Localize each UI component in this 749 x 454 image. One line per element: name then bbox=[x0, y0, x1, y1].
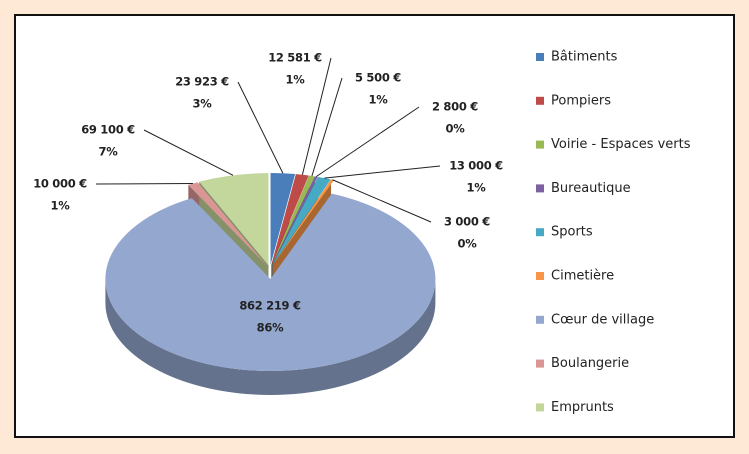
slice bbox=[270, 173, 296, 266]
legend-swatch bbox=[536, 315, 544, 324]
legend-label: Bureautique bbox=[551, 181, 631, 196]
legend-label: Boulangerie bbox=[551, 356, 629, 371]
data-label: 23 923 € bbox=[175, 75, 229, 89]
leader-line bbox=[332, 179, 432, 223]
legend-swatch bbox=[536, 228, 544, 237]
legend-label: Voirie - Espaces verts bbox=[551, 137, 691, 152]
slice-side bbox=[105, 278, 436, 395]
legend-swatch bbox=[536, 53, 544, 61]
percent-label: 86% bbox=[257, 321, 284, 335]
legend-swatch bbox=[536, 403, 544, 412]
slice bbox=[271, 174, 309, 266]
data-label: 10 000 € bbox=[33, 177, 87, 191]
data-label: 2 800 € bbox=[432, 100, 478, 114]
slice bbox=[188, 182, 267, 266]
legend-swatch bbox=[536, 140, 544, 149]
legend-label: Cœur de village bbox=[551, 312, 654, 327]
legend-label: Sports bbox=[551, 225, 593, 240]
leader-line bbox=[95, 182, 193, 185]
slice bbox=[105, 193, 436, 371]
data-label: 3 000 € bbox=[444, 215, 490, 229]
legend-swatch bbox=[536, 184, 544, 193]
legend-swatch bbox=[536, 272, 544, 280]
leader-line bbox=[324, 165, 441, 179]
data-label: 5 500 € bbox=[355, 71, 401, 85]
slice bbox=[272, 179, 334, 266]
legend-label: Pompiers bbox=[551, 93, 611, 108]
legend-label: Cimetière bbox=[551, 269, 614, 284]
data-label: 862 219 € bbox=[239, 299, 301, 313]
slice bbox=[271, 175, 315, 266]
percent-label: 1% bbox=[51, 199, 71, 213]
leader-line bbox=[143, 129, 234, 176]
percent-label: 1% bbox=[467, 181, 487, 195]
percent-label: 0% bbox=[458, 237, 478, 251]
legend-label: Emprunts bbox=[551, 400, 614, 415]
data-label: 12 581 € bbox=[268, 51, 322, 65]
data-label: 69 100 € bbox=[81, 123, 135, 137]
legend-swatch bbox=[536, 359, 544, 368]
leader-line bbox=[311, 77, 343, 177]
percent-label: 3% bbox=[193, 97, 213, 111]
data-label: 13 000 € bbox=[449, 159, 503, 173]
legend-label: Bâtiments bbox=[551, 50, 618, 65]
slice bbox=[199, 173, 269, 266]
percent-label: 7% bbox=[99, 145, 119, 159]
percent-label: 1% bbox=[369, 93, 389, 107]
percent-label: 0% bbox=[446, 122, 466, 136]
slice bbox=[272, 176, 331, 266]
legend-swatch bbox=[536, 96, 544, 105]
slice bbox=[271, 176, 318, 266]
leader-line bbox=[301, 57, 332, 175]
percent-label: 1% bbox=[286, 73, 306, 87]
leader-line bbox=[237, 81, 284, 174]
leader-line bbox=[315, 106, 420, 178]
